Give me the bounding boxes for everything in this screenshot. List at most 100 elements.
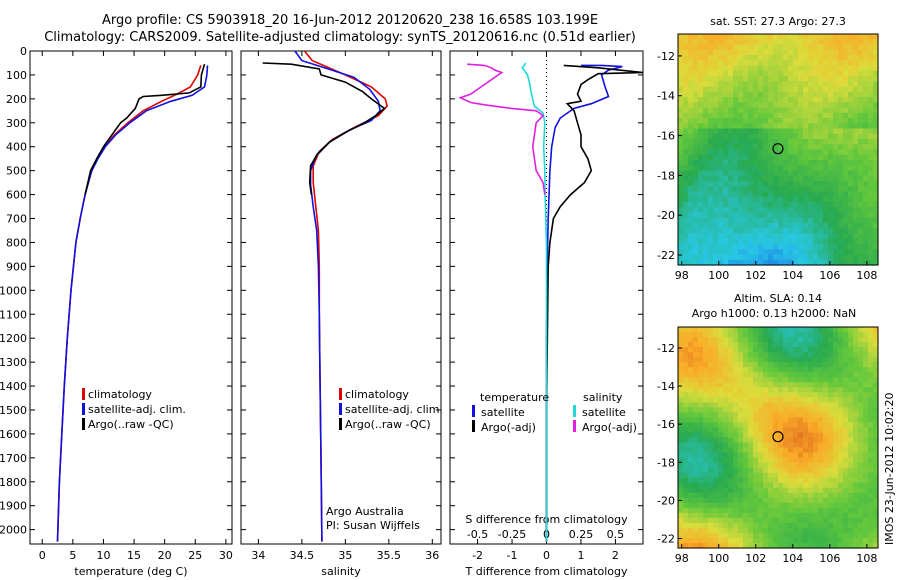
- map-cell: [753, 81, 759, 88]
- map-cell: [773, 170, 779, 177]
- map-cell: [688, 191, 694, 198]
- map-cell: [863, 507, 869, 514]
- map-cell: [718, 417, 724, 424]
- map-cell: [743, 532, 749, 539]
- series-line-argo-raw-qc-: [84, 63, 206, 195]
- map-cell: [778, 170, 784, 177]
- map-cell: [723, 537, 729, 544]
- map-cell: [798, 259, 804, 266]
- map-cell: [728, 144, 734, 151]
- map-cell: [718, 228, 724, 235]
- map-cell: [843, 49, 849, 56]
- map-cell: [848, 154, 854, 161]
- map-cell: [693, 332, 699, 338]
- map-cell: [843, 39, 849, 46]
- map-cell: [863, 442, 869, 449]
- map-cell: [728, 238, 734, 245]
- map-cell: [823, 196, 829, 203]
- map-cell: [698, 91, 704, 98]
- map-cell: [858, 254, 864, 261]
- map-cell: [753, 217, 759, 224]
- map-cell: [833, 39, 839, 46]
- map-cell: [693, 34, 699, 40]
- map-cell: [723, 452, 729, 459]
- map-cell: [728, 457, 734, 464]
- map-cell: [688, 154, 694, 161]
- map-cell: [873, 238, 879, 245]
- map-cell: [733, 254, 739, 261]
- map-cell: [683, 357, 689, 363]
- map-cell: [873, 81, 879, 88]
- map-cell: [693, 86, 699, 93]
- map-cell: [788, 196, 794, 203]
- map-cell: [758, 347, 764, 353]
- map-cell: [788, 97, 794, 103]
- map-cell: [773, 44, 779, 51]
- map-cell: [753, 196, 759, 203]
- map-cell: [708, 402, 714, 408]
- map-cell: [818, 372, 824, 378]
- map-cell: [873, 76, 879, 82]
- map-cell: [733, 487, 739, 494]
- map-cell: [693, 60, 699, 67]
- map-cell: [873, 472, 879, 479]
- map-cell: [873, 397, 879, 403]
- map-cell: [828, 507, 834, 514]
- map-cell: [738, 362, 744, 368]
- map-cell: [678, 397, 684, 403]
- map-cell: [763, 217, 769, 224]
- map-cell: [763, 472, 769, 479]
- map-cell: [698, 202, 704, 208]
- map-cell: [703, 372, 709, 378]
- map-cell: [698, 522, 704, 529]
- map-cell: [778, 55, 784, 61]
- legend-swatch: [339, 418, 342, 430]
- map-cell: [783, 175, 789, 182]
- map-cell: [718, 527, 724, 534]
- map-cell: [768, 244, 774, 250]
- map-cell: [743, 447, 749, 454]
- map-cell: [823, 191, 829, 198]
- map-cell: [838, 76, 844, 82]
- map-cell: [803, 382, 809, 388]
- map-cell: [848, 457, 854, 464]
- map-cell: [848, 517, 854, 524]
- map-cell: [738, 170, 744, 177]
- map-cell: [713, 181, 719, 187]
- map-cell: [798, 442, 804, 449]
- map-cell: [738, 527, 744, 534]
- map-cell: [778, 191, 784, 198]
- map-cell: [703, 462, 709, 469]
- map-cell: [683, 49, 689, 56]
- map-cell: [753, 482, 759, 489]
- map-cell: [808, 107, 814, 114]
- map-cell: [743, 437, 749, 444]
- map-cell: [758, 97, 764, 103]
- map-cell: [688, 467, 694, 474]
- map-cell: [713, 537, 719, 544]
- map-cell: [843, 502, 849, 509]
- map-cell: [803, 392, 809, 398]
- map-cell: [713, 207, 719, 214]
- map-cell: [823, 462, 829, 469]
- map-cell: [713, 238, 719, 245]
- map-cell: [813, 133, 819, 140]
- map-cell: [738, 160, 744, 166]
- map-cell: [858, 181, 864, 187]
- map-cell: [768, 362, 774, 368]
- map-cell: [738, 107, 744, 114]
- map-cell: [823, 447, 829, 454]
- map-cell: [853, 352, 859, 358]
- map-cell: [678, 427, 684, 434]
- map-cell: [778, 259, 784, 266]
- map-cell: [823, 165, 829, 172]
- map-cell: [858, 417, 864, 424]
- map-cell: [688, 118, 694, 124]
- map-cell: [868, 86, 874, 93]
- map-cell: [788, 407, 794, 413]
- map-cell: [848, 254, 854, 261]
- map-cell: [728, 249, 734, 256]
- map-cell: [853, 522, 859, 529]
- map-cell: [873, 367, 879, 373]
- map-cell: [858, 367, 864, 373]
